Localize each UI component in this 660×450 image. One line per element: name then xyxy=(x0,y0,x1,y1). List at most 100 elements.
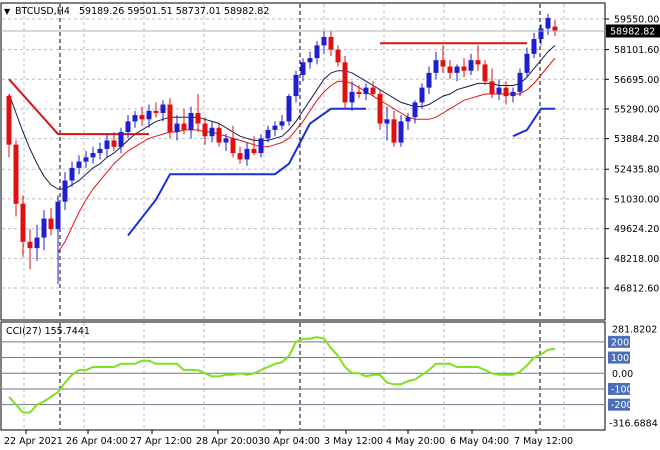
time-axis[interactable]: 22 Apr 2021 26 Apr 04:00 27 Apr 12:00 28 Ap… xyxy=(4,430,573,447)
candle xyxy=(419,83,425,109)
candle-body xyxy=(447,66,453,73)
candle xyxy=(363,83,369,101)
candle xyxy=(244,142,250,166)
cci-level-label: -200 xyxy=(611,400,633,411)
time-tick-label: 28 Apr 20:00 xyxy=(196,436,258,447)
candle-body xyxy=(251,148,257,154)
candle-body xyxy=(531,39,537,54)
candle xyxy=(272,121,278,137)
candle-body xyxy=(181,123,187,130)
candle-body xyxy=(48,218,54,230)
candle-body xyxy=(13,144,19,204)
candle xyxy=(69,161,75,187)
candle-body xyxy=(370,87,376,94)
candle-body xyxy=(272,125,278,130)
price-tick-label: 58101.60 xyxy=(614,45,659,56)
candle xyxy=(132,110,138,128)
candle-body xyxy=(314,45,320,59)
price-tick-label: 53884.20 xyxy=(614,134,659,145)
symbol-dropdown-arrow[interactable]: ▼ xyxy=(4,7,11,16)
candle xyxy=(83,150,89,168)
candle-body xyxy=(468,60,474,71)
time-tick-label: 30 Apr 04:00 xyxy=(258,436,320,447)
cci-level-tag xyxy=(608,398,630,411)
candle-body xyxy=(167,104,173,132)
cci-label: CCI(27) 155.7441 xyxy=(6,326,90,337)
candle-body xyxy=(6,96,12,145)
cci-level-tag xyxy=(608,351,630,364)
candle xyxy=(174,115,180,141)
candle-body xyxy=(55,201,61,230)
candle-body xyxy=(146,110,152,120)
symbol-label: BTCUSD,H4 xyxy=(15,6,70,17)
cci-axis[interactable]: 200 100 0.00 -100 -200 281.8202 -316.6884 xyxy=(608,325,658,430)
candle-body xyxy=(195,112,201,124)
candle xyxy=(517,68,523,97)
candle-body xyxy=(76,161,82,168)
candle-body xyxy=(489,81,495,94)
candle xyxy=(447,60,453,80)
candle xyxy=(167,98,173,139)
candle-body xyxy=(440,60,446,67)
candle-body xyxy=(300,62,306,75)
price-tick-label: 56695.00 xyxy=(614,75,659,86)
price-tick-label: 46812.60 xyxy=(614,284,659,295)
candle xyxy=(20,195,26,257)
candle xyxy=(55,195,61,285)
candle-body xyxy=(83,157,89,162)
candle-body xyxy=(454,66,460,73)
candle-body xyxy=(34,237,40,249)
candle xyxy=(510,87,516,103)
candle-body xyxy=(349,91,355,103)
candle-body xyxy=(62,180,68,202)
candle-body xyxy=(426,72,432,88)
candle xyxy=(440,45,446,73)
candle xyxy=(202,117,208,145)
candle xyxy=(552,20,558,37)
candle xyxy=(321,30,327,54)
candle xyxy=(125,115,131,139)
candle xyxy=(118,127,124,154)
candle xyxy=(230,125,236,158)
candle-body xyxy=(69,167,75,181)
candle xyxy=(454,64,460,82)
candle xyxy=(349,81,355,111)
candle xyxy=(496,79,502,101)
candle xyxy=(328,30,334,56)
candle-body xyxy=(307,58,313,63)
candle-body xyxy=(398,121,404,143)
candle xyxy=(195,93,201,132)
cci-level-label: 100 xyxy=(611,353,629,364)
price-tick-label: 59550.00 xyxy=(614,15,659,26)
candle xyxy=(90,146,96,164)
candle xyxy=(62,172,68,211)
candle-body xyxy=(132,115,138,122)
candle-body xyxy=(510,91,516,97)
candle xyxy=(398,115,404,147)
candle xyxy=(181,108,187,135)
candle-body xyxy=(237,153,243,160)
candle-body xyxy=(188,112,194,130)
candle xyxy=(27,229,33,270)
candle-body xyxy=(363,87,369,94)
candle-body xyxy=(412,102,418,118)
candle-body xyxy=(223,138,229,143)
time-tick-label: 26 Apr 04:00 xyxy=(66,436,128,447)
candle-body xyxy=(328,36,334,50)
candle xyxy=(531,32,537,59)
moving-averages xyxy=(8,45,556,253)
price-axis[interactable]: 59550.00 58101.60 56695.00 55290.00 53884.20… xyxy=(605,15,659,295)
candle xyxy=(146,104,152,128)
candle-body xyxy=(335,49,341,63)
ma-red-line xyxy=(57,57,556,253)
candle xyxy=(384,106,390,141)
main-chart-frame xyxy=(0,2,606,321)
candle-body xyxy=(27,241,33,249)
cci-level-label: 0.00 xyxy=(612,369,633,380)
candle xyxy=(188,106,194,139)
candle xyxy=(34,224,40,261)
candle xyxy=(342,55,348,109)
cci-level-lines xyxy=(2,341,604,406)
candle-body xyxy=(202,123,208,137)
